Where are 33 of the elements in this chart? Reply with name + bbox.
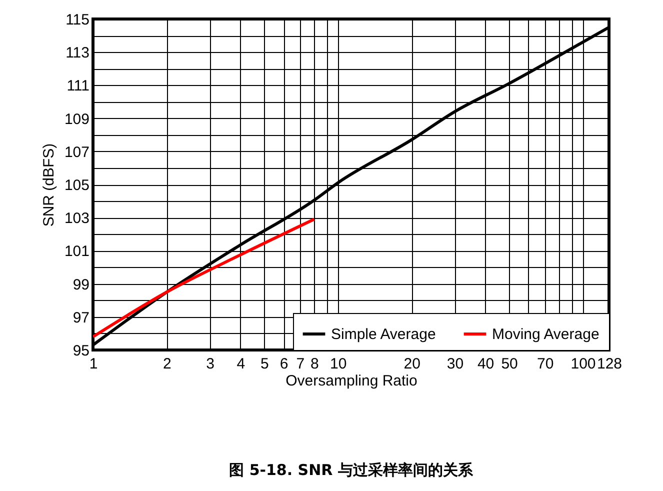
y-tick-label: 103 [64, 210, 90, 228]
x-tick-label: 5 [260, 356, 269, 372]
text: 图 5-18. SNR 与过采样率间的关系 [229, 461, 474, 479]
y-axis-title: SNR (dBFS) [40, 143, 58, 227]
x-tick-label: 1 [89, 356, 98, 372]
x-tick-label: 128 [596, 356, 622, 372]
x-tick-label: 2 [163, 356, 172, 372]
y-tick-label: 101 [64, 243, 90, 260]
y-tick-label: 95 [72, 342, 90, 360]
line-series [93, 218, 316, 338]
x-tick-label: 50 [501, 356, 518, 372]
y-tick-label: 113 [66, 44, 90, 62]
y-tick-label: 111 [66, 78, 90, 95]
x-tick-label: 40 [477, 356, 494, 372]
y-tick-label: 115 [66, 12, 90, 28]
x-axis-title: Oversampling Ratio [286, 372, 418, 390]
x-tick-label: 30 [446, 356, 464, 372]
legend-label: Simple Average [331, 326, 436, 343]
x-tick-label: 3 [206, 356, 215, 372]
x-tick-label: 10 [330, 356, 347, 372]
x-tick-label: 8 [310, 356, 319, 372]
x-tick-label: 4 [236, 356, 246, 372]
x-tick-label: 7 [296, 356, 305, 372]
y-tick-label: 97 [72, 309, 90, 326]
y-tick-label: 105 [64, 177, 90, 194]
x-tick-label: 100 [570, 356, 596, 372]
y-tick-label: 109 [64, 110, 90, 128]
x-tick-label: 20 [404, 356, 420, 372]
y-tick-label: 99 [72, 276, 90, 294]
legend-label: Moving Average [492, 326, 600, 343]
x-tick-label: 6 [280, 356, 288, 372]
y-tick-label: 107 [64, 144, 90, 161]
x-tick-label: 70 [536, 356, 554, 372]
